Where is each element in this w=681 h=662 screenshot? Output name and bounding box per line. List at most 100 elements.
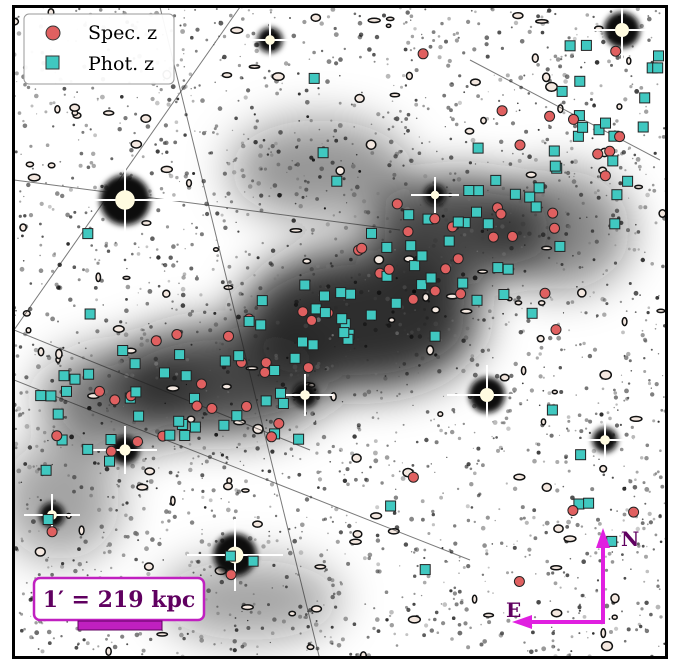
speckle [16,468,22,474]
speckle [447,561,449,563]
speckle [444,559,448,563]
speckle [285,585,288,589]
speckle [27,445,33,450]
speckle [387,111,390,114]
speckle [421,36,424,40]
speckle [14,344,18,347]
speckle [406,383,408,386]
speckle [570,650,573,653]
speckle [44,181,48,185]
phot-z-marker [472,142,484,154]
speckle [517,158,522,163]
speckle [105,394,107,396]
speckle [374,34,380,40]
galaxy [306,644,315,651]
speckle [452,411,456,414]
speckle [437,55,442,60]
speckle [163,270,166,272]
speckle [424,437,429,443]
speckle [487,91,489,93]
speckle [464,607,469,612]
speckle [457,589,462,594]
speckle [82,638,86,642]
galaxy [140,114,152,124]
speckle [183,53,185,55]
speckle [449,137,453,141]
speckle [419,204,422,206]
speckle [547,8,552,13]
scale-bar: 1′ = 219 kpc [32,576,206,631]
speckle [391,100,394,102]
speckle [79,485,84,490]
speckle [347,523,352,529]
speckle [661,135,666,139]
speckle [214,81,216,84]
speckle [394,248,396,251]
speckle [646,311,650,315]
speckle [327,450,332,454]
speckle [62,346,65,349]
speckle [552,630,555,633]
speckle [530,302,532,305]
speckle [305,195,308,198]
spec-z-marker [628,506,640,518]
speckle [188,443,192,446]
speckle [584,311,588,315]
speckle [656,584,660,588]
speckle [621,381,624,383]
speckle [149,325,153,329]
speckle [389,610,394,615]
speckle [298,550,304,555]
spec-z-marker [567,505,579,516]
speckle [659,615,663,619]
speckle [17,111,22,115]
speckle [663,127,666,130]
galaxy [252,520,263,528]
speckle [304,187,309,192]
speckle [191,99,195,103]
speckle [466,645,471,650]
speckle [213,127,217,131]
galaxy [551,389,559,395]
speckle [234,116,238,121]
speckle [500,224,505,229]
galaxy [658,209,666,218]
speckle [308,58,311,60]
speckle [246,426,250,430]
speckle [177,480,182,485]
speckle [287,475,291,479]
speckle [246,626,251,630]
speckle [235,157,238,160]
speckle [303,616,306,619]
speckle [604,603,610,609]
speckle [101,536,104,539]
speckle [205,598,208,601]
speckle [605,302,609,306]
spec-z-marker [196,378,207,390]
speckle [635,7,640,12]
phot-z-marker [82,443,94,455]
speckle [254,412,257,415]
speckle [331,642,334,646]
speckle [241,323,244,326]
speckle [112,644,118,650]
speckle [111,495,115,499]
star [447,365,527,425]
speckle [34,354,36,356]
speckle [167,510,172,514]
speckle [185,383,187,386]
speckle [232,161,234,163]
speckle [175,175,179,180]
phot-z-marker [61,385,72,397]
speckle [117,479,122,483]
speckle [183,65,186,68]
phot-z-marker [548,145,560,157]
speckle [602,312,607,317]
speckle [517,231,522,236]
speckle [623,639,627,643]
speckle [352,622,357,626]
legend: Spec. z Phot. z [23,13,175,85]
speckle [659,449,662,453]
speckle [283,61,289,66]
speckle [119,320,123,324]
